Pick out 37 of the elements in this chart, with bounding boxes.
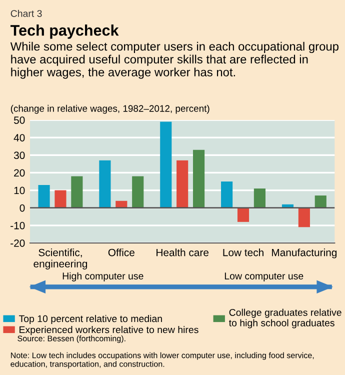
bar (132, 176, 144, 208)
x-tick-label: Office (108, 248, 134, 256)
text: Low computer use (224, 272, 304, 282)
chart-subtitle: While some select computer users in each occupational group have acquired useful computer skills that are reflected in higher wages, the average worker has not. (10, 42, 338, 79)
bar (192, 150, 205, 208)
legend-label: Experienced workers relative to new hires (20, 326, 198, 336)
y-axis-title: (change in relative wages, 1982–2012, percent) (10, 104, 210, 114)
y-tick-label: -10 (10, 222, 25, 230)
y-tick-label: 30 (14, 152, 25, 160)
x-tick-label: Health care (156, 248, 209, 256)
bar (38, 185, 50, 208)
bar (254, 188, 266, 208)
bar (99, 160, 111, 208)
legend-label: College graduates relative to high school graduates (228, 308, 342, 328)
caption: Chart 3 (10, 10, 42, 17)
bar (160, 122, 172, 208)
x-tick-label: Low tech (223, 248, 264, 256)
bar (314, 196, 326, 208)
bar (176, 160, 188, 208)
text: Note: Low tech includes occupations with lower computer use, including food service, education, transportation, and construction. (10, 352, 314, 368)
legend-label: Top 10 percent relative to median (18, 314, 162, 324)
x-tick-label: Manufacturing (272, 248, 337, 258)
bar (221, 182, 233, 208)
y-tick-label: 50 (14, 116, 25, 124)
y-tick-label: 0 (20, 204, 25, 212)
source-note: Source: Bessen (forthcoming). (18, 335, 126, 343)
bar (54, 190, 66, 208)
bar (237, 208, 250, 222)
y-tick-label: -20 (10, 240, 25, 247)
y-tick-label: 40 (14, 134, 25, 142)
bar (298, 208, 310, 228)
text: High computer use (62, 272, 144, 282)
chart-title: Tech paycheck (10, 24, 119, 39)
y-tick-label: 10 (14, 186, 25, 194)
y-tick-label: 20 (14, 169, 25, 177)
bar (71, 176, 83, 208)
x-tick-label: Scientific, engineering (34, 248, 88, 270)
